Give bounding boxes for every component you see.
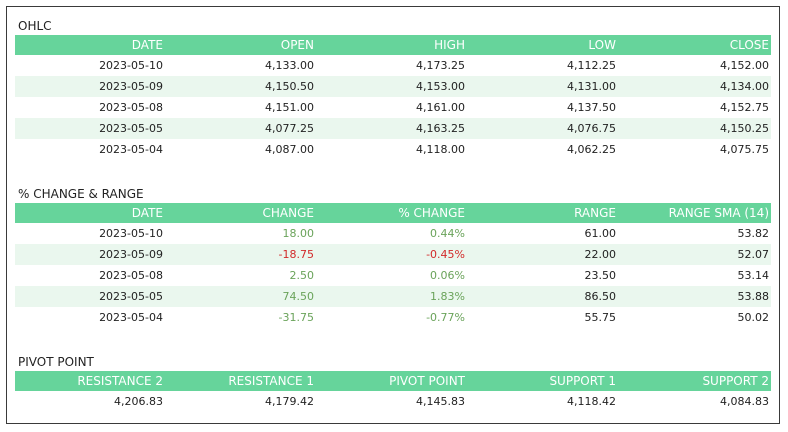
cell-resistance-2: 4,206.83: [114, 395, 163, 408]
cell-open: 4,087.00: [265, 143, 314, 156]
cell-range: 22.00: [467, 244, 618, 265]
cell-range-sma: 50.02: [737, 311, 770, 324]
cell-date: 2023-05-05: [15, 118, 165, 139]
column-header: RESISTANCE 2: [15, 371, 165, 391]
data-panel: OHLC DATE OPEN HIGH LOW CLOSE 2023-05-10…: [6, 6, 780, 424]
cell-date: 2023-05-04: [99, 143, 163, 156]
cell-close: 4,134.00: [618, 76, 771, 97]
column-header: CHANGE: [165, 203, 316, 223]
cell-date: 2023-05-10: [99, 227, 163, 240]
change-range-table: DATE CHANGE % CHANGE RANGE RANGE SMA (14…: [15, 203, 771, 328]
cell-high: 4,118.00: [416, 143, 465, 156]
table-row: 2023-05-04 4,087.00 4,118.00 4,062.25 4,…: [15, 139, 771, 160]
cell-close: 4,150.25: [618, 118, 771, 139]
cell-percent-change: 0.06%: [430, 269, 465, 282]
cell-resistance-1: 4,179.42: [265, 395, 314, 408]
table-row: 2023-05-05 4,077.25 4,163.25 4,076.75 4,…: [15, 118, 771, 139]
cell-range: 23.50: [584, 269, 617, 282]
column-header: LOW: [467, 35, 618, 55]
column-header: RANGE: [467, 203, 618, 223]
table-header-row: DATE OPEN HIGH LOW CLOSE: [15, 35, 771, 55]
table-header-row: DATE CHANGE % CHANGE RANGE RANGE SMA (14…: [15, 203, 771, 223]
cell-close: 4,075.75: [720, 143, 769, 156]
cell-high: 4,163.25: [316, 118, 467, 139]
cell-pivot-point: 4,145.83: [416, 395, 465, 408]
column-header: PIVOT POINT: [316, 371, 467, 391]
table-row: 2023-05-10 18.00 0.44% 61.00 53.82: [15, 223, 771, 244]
table-header-row: RESISTANCE 2 RESISTANCE 1 PIVOT POINT SU…: [15, 371, 771, 391]
cell-date: 2023-05-09: [15, 244, 165, 265]
column-header: HIGH: [316, 35, 467, 55]
pivot-point-section: PIVOT POINT RESISTANCE 2 RESISTANCE 1 PI…: [15, 353, 771, 412]
cell-support-1: 4,118.42: [567, 395, 616, 408]
cell-date: 2023-05-09: [15, 76, 165, 97]
column-header: DATE: [15, 203, 165, 223]
cell-change: 74.50: [165, 286, 316, 307]
cell-low: 4,137.50: [567, 101, 616, 114]
cell-date: 2023-05-05: [15, 286, 165, 307]
section-title: % CHANGE & RANGE: [18, 187, 144, 201]
cell-range: 55.75: [584, 311, 617, 324]
cell-support-2: 4,084.83: [720, 395, 769, 408]
cell-open: 4,151.00: [265, 101, 314, 114]
table-row: 2023-05-09 4,150.50 4,153.00 4,131.00 4,…: [15, 76, 771, 97]
table-row: 2023-05-10 4,133.00 4,173.25 4,112.25 4,…: [15, 55, 771, 76]
column-header: DATE: [15, 35, 165, 55]
cell-date: 2023-05-08: [99, 269, 163, 282]
cell-open: 4,133.00: [265, 59, 314, 72]
cell-range-sma: 53.88: [618, 286, 771, 307]
ohlc-table: DATE OPEN HIGH LOW CLOSE 2023-05-10 4,13…: [15, 35, 771, 160]
cell-range-sma: 52.07: [618, 244, 771, 265]
cell-low: 4,131.00: [467, 76, 618, 97]
column-header: OPEN: [165, 35, 316, 55]
cell-range-sma: 53.82: [737, 227, 770, 240]
cell-date: 2023-05-08: [99, 101, 163, 114]
section-title: PIVOT POINT: [18, 355, 94, 369]
cell-date: 2023-05-10: [99, 59, 163, 72]
column-header: SUPPORT 2: [618, 371, 771, 391]
cell-open: 4,150.50: [165, 76, 316, 97]
column-header: % CHANGE: [316, 203, 467, 223]
table-row: 2023-05-08 4,151.00 4,161.00 4,137.50 4,…: [15, 97, 771, 118]
cell-change: -31.75: [278, 311, 314, 324]
cell-change: 2.50: [289, 269, 315, 282]
cell-low: 4,062.25: [567, 143, 616, 156]
cell-low: 4,112.25: [567, 59, 616, 72]
cell-high: 4,173.25: [416, 59, 465, 72]
cell-percent-change: -0.45%: [316, 244, 467, 265]
column-header: RANGE SMA (14): [618, 203, 771, 223]
table-row: 2023-05-09 -18.75 -0.45% 22.00 52.07: [15, 244, 771, 265]
cell-range: 86.50: [467, 286, 618, 307]
cell-high: 4,161.00: [416, 101, 465, 114]
cell-change: 18.00: [282, 227, 315, 240]
cell-close: 4,152.00: [720, 59, 769, 72]
cell-percent-change: 0.44%: [430, 227, 465, 240]
cell-percent-change: 1.83%: [316, 286, 467, 307]
section-title: OHLC: [18, 19, 52, 33]
cell-range-sma: 53.14: [737, 269, 770, 282]
column-header: RESISTANCE 1: [165, 371, 316, 391]
cell-percent-change: -0.77%: [426, 311, 465, 324]
column-header: CLOSE: [618, 35, 771, 55]
cell-low: 4,076.75: [467, 118, 618, 139]
cell-close: 4,152.75: [720, 101, 769, 114]
cell-range: 61.00: [584, 227, 617, 240]
table-row: 2023-05-05 74.50 1.83% 86.50 53.88: [15, 286, 771, 307]
cell-open: 4,077.25: [165, 118, 316, 139]
cell-date: 2023-05-04: [99, 311, 163, 324]
table-row: 2023-05-04 -31.75 -0.77% 55.75 50.02: [15, 307, 771, 328]
change-range-section: % CHANGE & RANGE DATE CHANGE % CHANGE RA…: [15, 185, 771, 328]
ohlc-section: OHLC DATE OPEN HIGH LOW CLOSE 2023-05-10…: [15, 17, 771, 160]
table-row: 2023-05-08 2.50 0.06% 23.50 53.14: [15, 265, 771, 286]
table-row: 4,206.83 4,179.42 4,145.83 4,118.42 4,08…: [15, 391, 771, 412]
column-header: SUPPORT 1: [467, 371, 618, 391]
pivot-point-table: RESISTANCE 2 RESISTANCE 1 PIVOT POINT SU…: [15, 371, 771, 412]
cell-change: -18.75: [165, 244, 316, 265]
cell-high: 4,153.00: [316, 76, 467, 97]
